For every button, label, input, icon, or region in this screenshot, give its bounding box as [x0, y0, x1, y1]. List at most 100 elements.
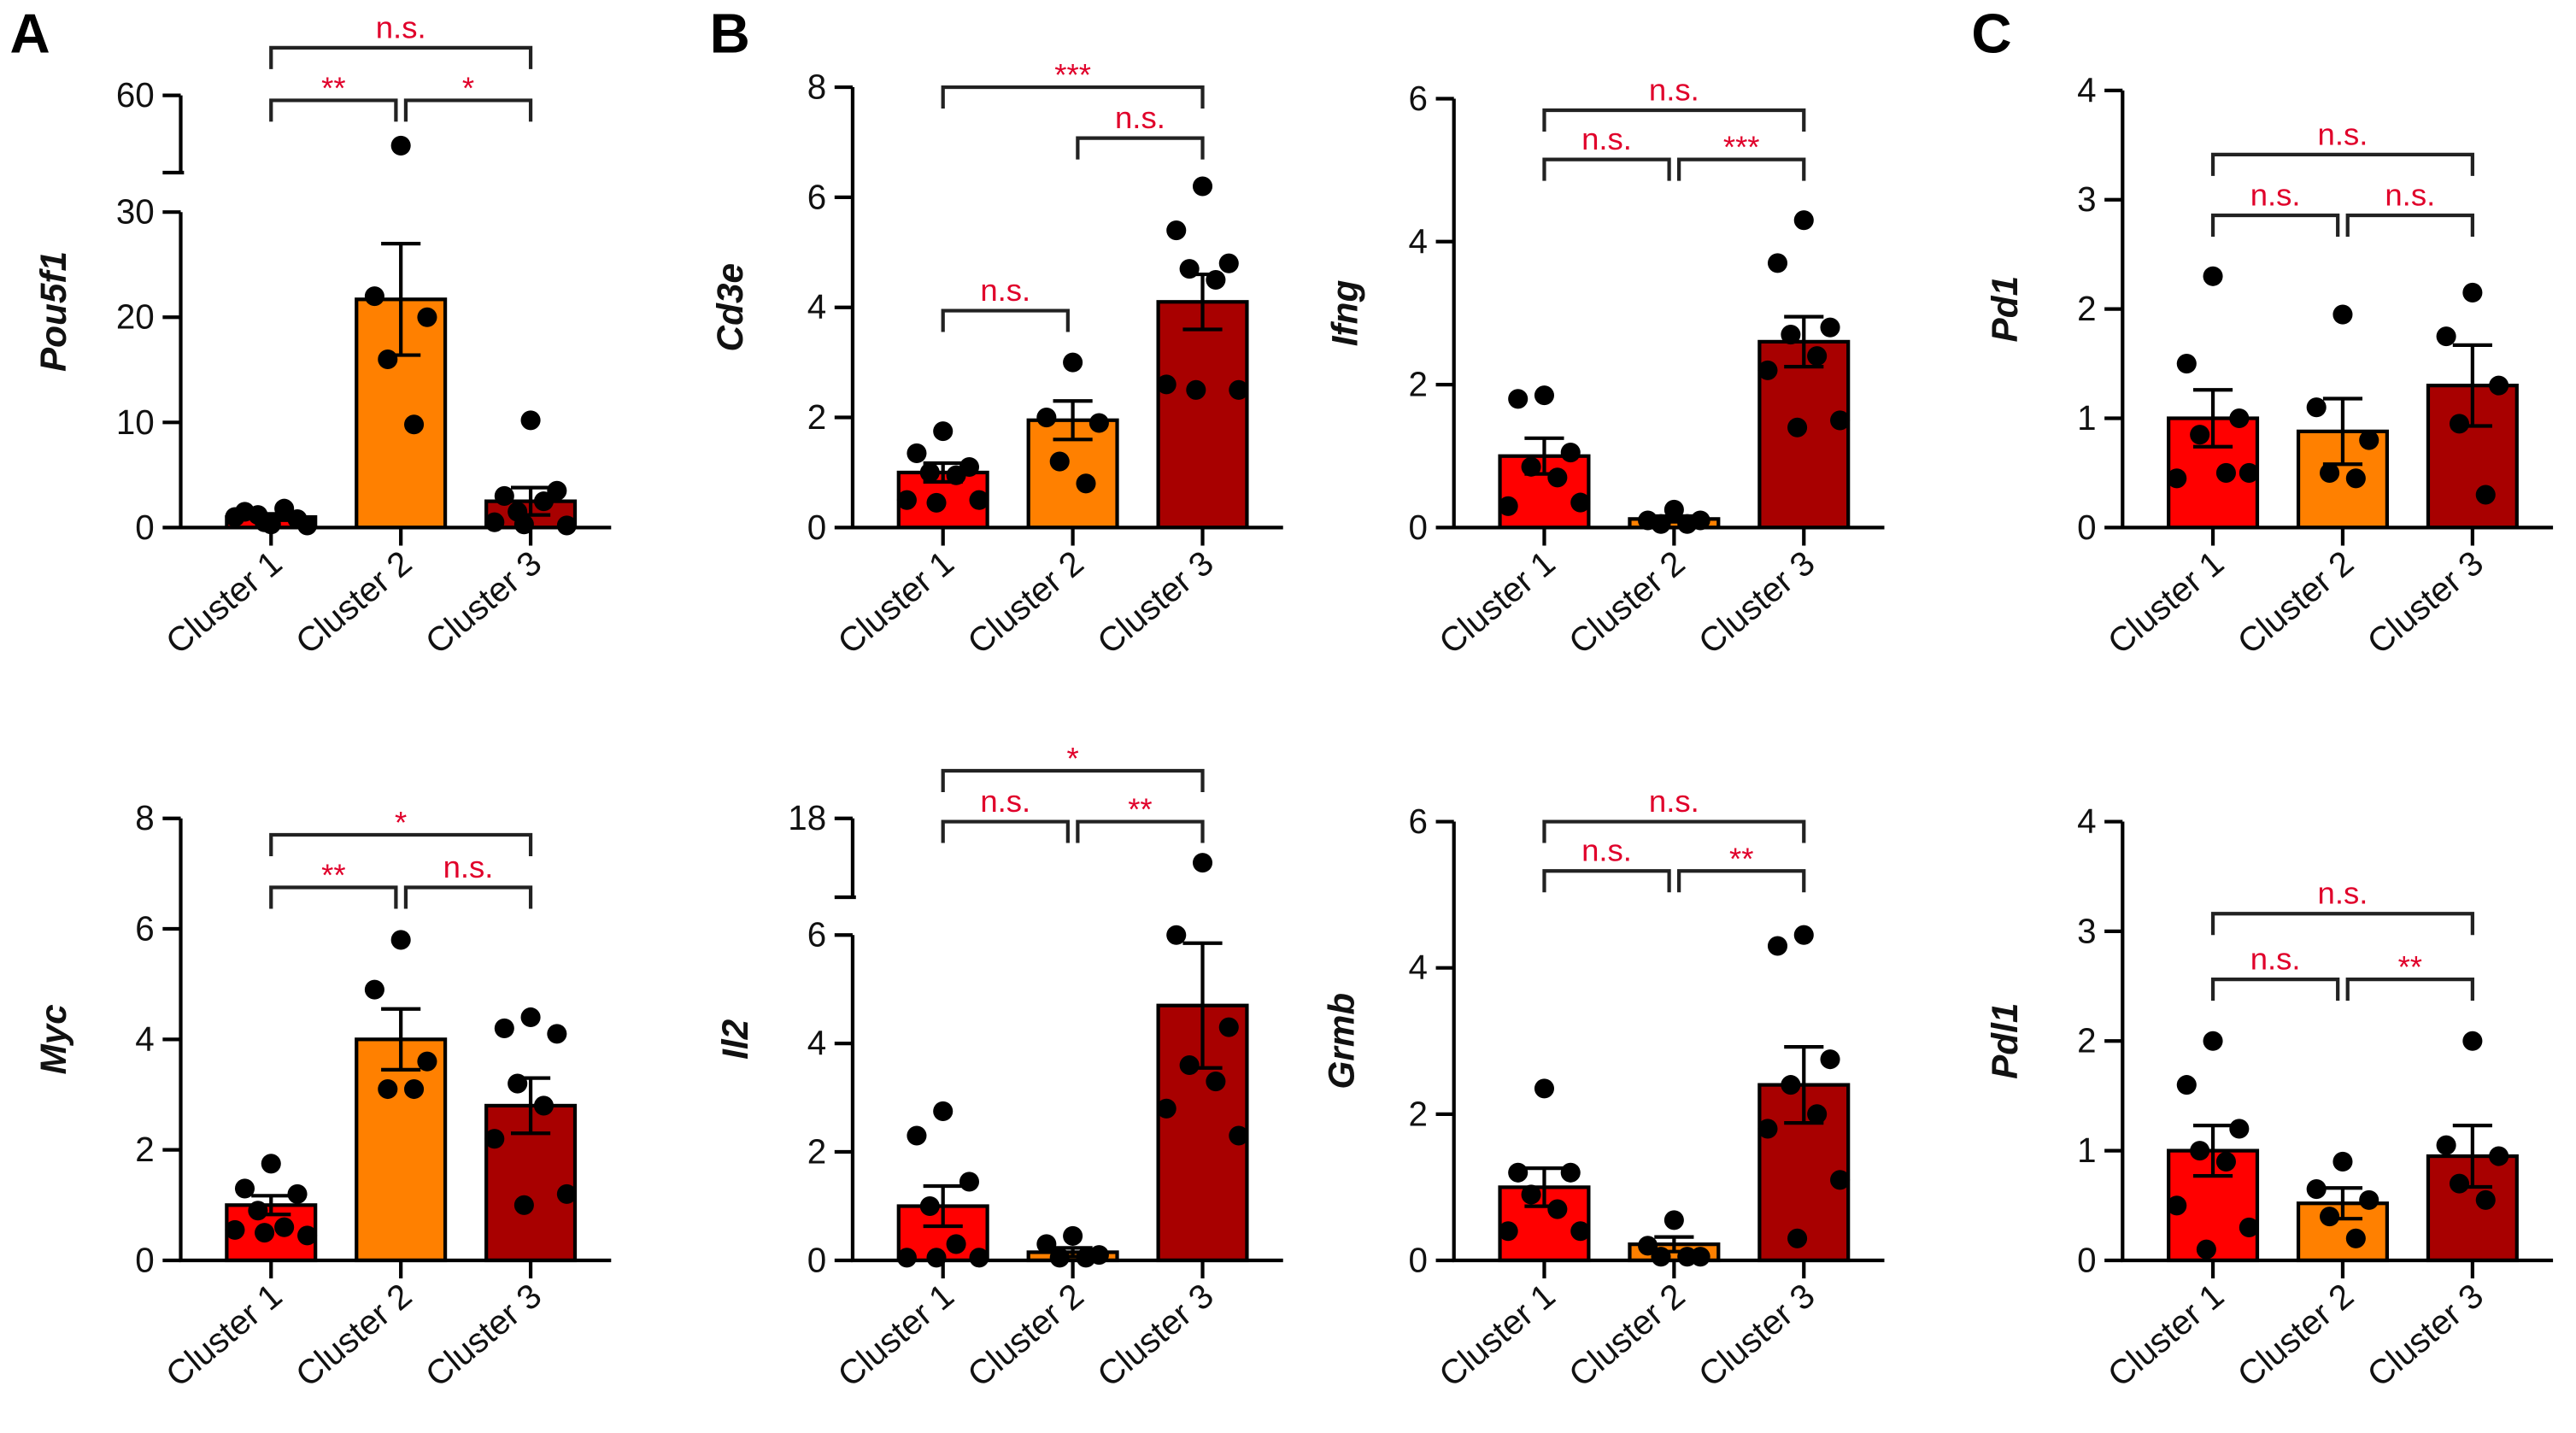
data-point: [1508, 1162, 1529, 1183]
x-tick-label: Cluster 1: [830, 543, 961, 661]
data-point: [2229, 408, 2250, 429]
data-point: [1570, 492, 1591, 513]
significance-label: **: [1729, 841, 1753, 876]
significance-label: **: [321, 71, 345, 106]
y-tick-label: 10: [116, 402, 155, 442]
data-point: [1807, 346, 1828, 367]
data-point: [390, 930, 411, 950]
data-point: [1767, 936, 1788, 956]
data-point: [2306, 1178, 2327, 1200]
significance-bracket: [1677, 869, 1806, 893]
data-point: [959, 1172, 980, 1192]
data-point: [2320, 462, 2340, 483]
y-tick-label: 8: [807, 68, 826, 107]
data-point: [2489, 375, 2509, 396]
y-tick-label: 4: [1408, 221, 1427, 261]
data-point: [2167, 1195, 2187, 1216]
x-tick-label: Cluster 3: [1691, 1276, 1822, 1395]
data-point: [946, 1234, 966, 1254]
data-point: [520, 410, 541, 431]
y-tick-label: 2: [807, 1132, 826, 1172]
data-point: [556, 1183, 577, 1204]
significance-bracket: [2210, 152, 2474, 176]
data-point: [556, 515, 577, 536]
y-axis-label: Pou5f1: [33, 251, 73, 372]
data-point: [933, 421, 954, 442]
y-tick-label: 6: [135, 908, 154, 948]
data-point: [2229, 1119, 2250, 1139]
y-axis-label: Myc: [33, 1004, 73, 1074]
y-tick-label: 30: [116, 192, 155, 232]
significance-bracket: [941, 768, 1205, 792]
significance-label: n.s.: [443, 849, 494, 884]
data-point: [1156, 1098, 1177, 1119]
data-point: [1192, 853, 1213, 873]
data-point: [1787, 1228, 1808, 1248]
data-point: [1206, 1072, 1226, 1092]
significance-label: n.s.: [980, 784, 1030, 819]
data-point: [2449, 414, 2470, 434]
significance-bracket: [941, 85, 1205, 109]
significance-bracket: [2345, 978, 2474, 1001]
y-tick-label: 0: [135, 1240, 154, 1279]
data-point: [261, 1154, 281, 1174]
x-tick-label: Cluster 3: [2360, 543, 2491, 661]
data-point: [533, 491, 554, 512]
data-point: [1218, 253, 1239, 273]
y-axis-label: Ifng: [1324, 280, 1364, 347]
data-point: [907, 1125, 927, 1146]
data-point: [1787, 417, 1808, 438]
data-point: [1521, 456, 1541, 477]
data-point: [1166, 220, 1187, 241]
data-point: [1560, 443, 1581, 463]
data-point: [2345, 468, 2366, 489]
data-point: [417, 307, 437, 327]
significance-label: n.s.: [1649, 784, 1699, 819]
data-point: [1757, 1119, 1778, 1139]
y-tick-label: 1: [2077, 1131, 2096, 1170]
data-point: [1088, 413, 1109, 433]
data-point: [1638, 1236, 1658, 1256]
significance-bracket: [269, 832, 533, 856]
panel-letter-b: B: [710, 3, 750, 65]
significance-label: n.s.: [2318, 876, 2368, 911]
significance-label: n.s.: [1581, 121, 1632, 156]
data-point: [919, 462, 940, 483]
significance-bracket: [269, 45, 533, 69]
data-point: [2489, 1146, 2509, 1166]
data-point: [2436, 1135, 2456, 1155]
x-tick-label: Cluster 2: [959, 1276, 1090, 1395]
y-tick-label: 4: [2077, 802, 2096, 841]
data-point: [225, 1219, 245, 1240]
x-tick-label: Cluster 3: [1691, 543, 1822, 661]
x-tick-label: Cluster 3: [418, 1276, 549, 1395]
y-axis-label: Pdl1: [1985, 1003, 2025, 1079]
significance-label: n.s.: [2250, 942, 2301, 977]
data-point: [297, 515, 318, 536]
x-tick-label: Cluster 1: [830, 1276, 961, 1395]
y-tick-label: 0: [807, 1240, 826, 1279]
y-tick-label: 8: [135, 798, 154, 837]
panel-letter-a: A: [10, 3, 50, 65]
data-point: [2475, 1189, 2496, 1210]
data-point: [2462, 282, 2483, 302]
data-point: [1793, 925, 1814, 945]
significance-bracket: [1076, 136, 1205, 160]
data-point: [896, 1248, 917, 1268]
significance-label: n.s.: [376, 9, 426, 44]
data-point: [2190, 1141, 2210, 1161]
data-point: [1186, 379, 1206, 400]
significance-bracket: [403, 98, 533, 122]
bar-cluster-2: [355, 1037, 448, 1263]
y-tick-label: 6: [1408, 79, 1427, 118]
significance-label: **: [1128, 792, 1152, 827]
data-point: [1793, 210, 1814, 231]
data-point: [2215, 462, 2236, 483]
significance-bracket: [1542, 157, 1671, 181]
